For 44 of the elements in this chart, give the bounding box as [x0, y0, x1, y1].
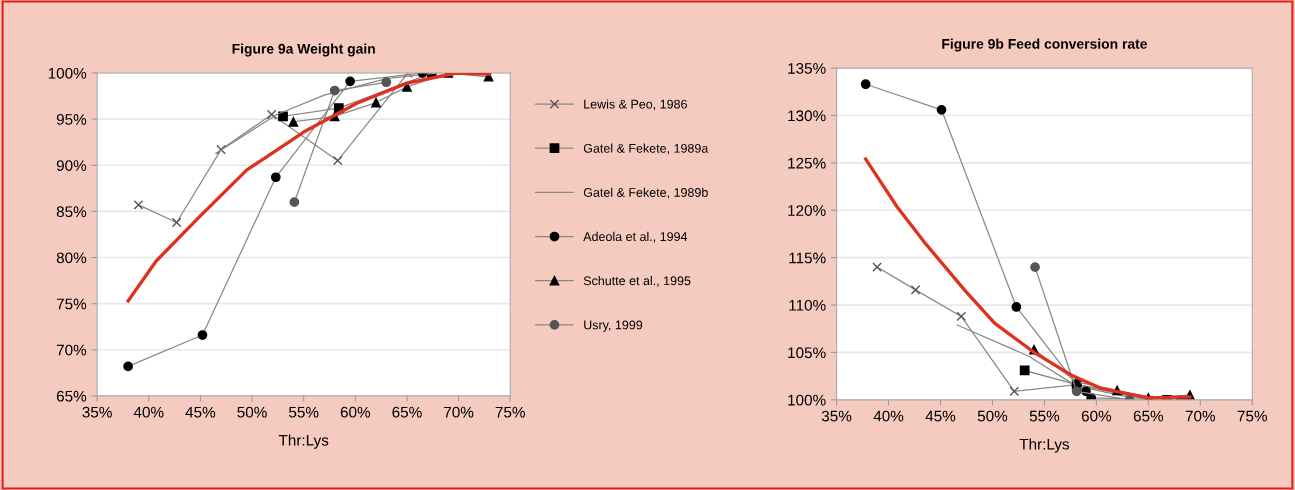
legend-label: Gatel & Fekete, 1989a	[583, 143, 709, 155]
x-tick-label: 65%	[1133, 410, 1164, 422]
x-tick-label: 35%	[82, 406, 112, 418]
legend-label: Lewis & Peo, 1986	[584, 99, 687, 111]
x-axis-title: Thr:Lys	[1019, 438, 1070, 453]
x-tick-label: 60%	[1081, 410, 1112, 422]
x-tick-label: 55%	[1029, 410, 1060, 422]
y-tick-label: 115%	[789, 252, 826, 264]
x-axis-title: Thr:Lys	[278, 434, 329, 449]
y-tick-label: 100%	[48, 67, 87, 79]
x-tick-label: 65%	[392, 406, 422, 418]
y-tick-label: 80%	[56, 252, 87, 264]
x-tick-label: 35%	[821, 410, 852, 422]
y-tick-label: 75%	[56, 298, 87, 310]
x-tick-label: 45%	[185, 406, 216, 418]
y-tick-label: 65%	[56, 390, 87, 402]
x-tick-label: 50%	[237, 406, 267, 418]
x-tick-label: 40%	[133, 406, 164, 418]
legend-label: Gatel & Fekete, 1989b	[583, 187, 708, 199]
y-tick-label: 95%	[56, 114, 87, 125]
x-tick-label: 60%	[340, 406, 371, 418]
x-tick-label: 75%	[495, 406, 525, 418]
chart-title: Figure 9b Feed conversion rate	[942, 38, 1147, 52]
y-tick-label: 85%	[56, 206, 87, 218]
y-tick-label: 90%	[56, 160, 87, 171]
x-tick-label: 70%	[1185, 410, 1216, 422]
x-tick-label: 75%	[1237, 410, 1268, 422]
y-tick-label: 105%	[788, 347, 826, 359]
y-tick-label: 120%	[788, 205, 826, 216]
x-tick-label: 40%	[873, 410, 904, 422]
x-tick-label: 45%	[925, 410, 956, 422]
y-tick-label: 100%	[788, 394, 826, 406]
x-tick-label: 70%	[444, 406, 474, 418]
legend-label: Adeola et al., 1994	[583, 231, 688, 243]
chart-title: Figure 9a Weight gain	[232, 43, 375, 57]
y-tick-label: 125%	[788, 157, 826, 169]
x-tick-label: 50%	[977, 410, 1008, 422]
legend-label: Usry, 1999	[584, 320, 643, 332]
y-tick-label: 130%	[788, 110, 826, 122]
x-tick-label: 55%	[289, 406, 319, 418]
legend-label: Schutte et al., 1995	[583, 276, 691, 287]
y-tick-label: 135%	[788, 62, 826, 74]
y-tick-label: 70%	[56, 344, 87, 356]
y-tick-label: 110%	[789, 299, 826, 311]
